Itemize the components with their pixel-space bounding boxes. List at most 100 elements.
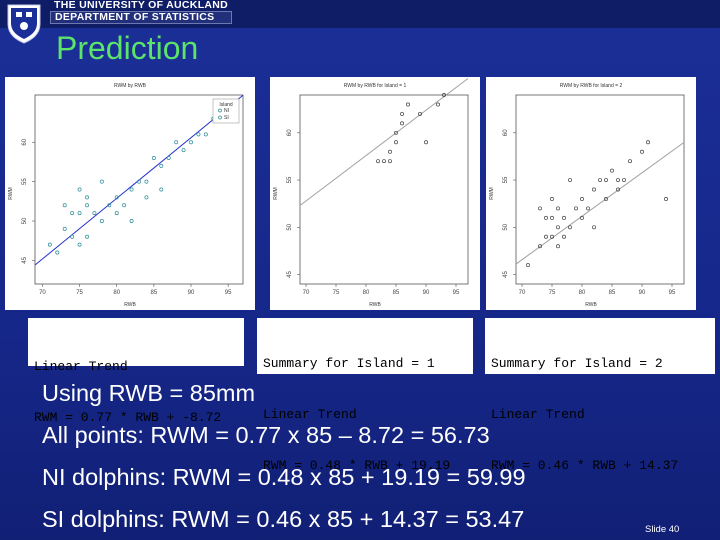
- plot-2-point: [550, 215, 554, 220]
- plot-0-point: [85, 234, 89, 239]
- plot-0-point: [144, 179, 149, 184]
- plot-island-1: RWM by RWB for Island = 1 70 75 80 85 90 95 45 5…: [270, 77, 480, 310]
- plot-0-legend-marker: [218, 115, 222, 120]
- plot-0-point: [85, 203, 89, 208]
- plot-2-point: [550, 234, 554, 239]
- plot-1-svg: RWM by RWB for Island = 1 70 75 80 85 90 95 45 5…: [273, 78, 469, 308]
- equation-all-line1: Linear Trend: [34, 359, 128, 374]
- plot-0-point: [47, 242, 52, 247]
- plot-2-point: [604, 196, 608, 201]
- plot-1-point: [442, 93, 446, 97]
- university-name: THE UNIVERSITY OF AUCKLAND: [50, 0, 233, 11]
- plot-1-point: [418, 111, 422, 116]
- plot-0-xtick-label: 85: [151, 290, 158, 296]
- plot-0-point: [77, 187, 82, 192]
- plot-2-point: [556, 244, 560, 249]
- plot-2-svg: RWM by RWB for Island = 2 70 75 80 85 90 95 45 5…: [489, 83, 685, 308]
- plot-0-point: [129, 187, 134, 192]
- plot-0-point: [62, 226, 67, 231]
- plot-0-point: [99, 219, 104, 223]
- plot-0-point: [55, 250, 60, 255]
- plot-1-point: [382, 159, 386, 164]
- plot-1-xtick-label: 70: [303, 290, 310, 296]
- plot-2-ylabel: RWM: [489, 187, 495, 199]
- plot-0-xtick-label: 80: [113, 290, 120, 296]
- plot-0-point: [203, 132, 208, 137]
- plot-2-point: [538, 206, 542, 211]
- plot-0-xlabel: RWB: [124, 302, 136, 308]
- university-wordmark: THE UNIVERSITY OF AUCKLAND DEPARTMENT OF…: [50, 0, 233, 24]
- plot-0-xtick-label: 70: [39, 290, 46, 296]
- equation-island-2-line1: Summary for Island = 2: [491, 356, 663, 371]
- equation-island-1: Summary for Island = 1 Linear Trend RWM …: [257, 318, 473, 473]
- plot-1-point: [394, 130, 398, 135]
- plot-0-point: [70, 211, 75, 216]
- plot-1-ytick-label: 50: [287, 223, 293, 230]
- plot-1-xtick-label: 80: [363, 290, 370, 296]
- plot-2-point: [598, 178, 602, 183]
- plot-0-point: [159, 187, 164, 192]
- plot-0-legend-item: NI: [224, 108, 229, 114]
- department-name: DEPARTMENT OF STATISTICS: [50, 11, 233, 24]
- plot-2-point: [562, 234, 566, 239]
- plot-2-xlabel: RWB: [585, 302, 597, 308]
- plot-0-frame: [34, 94, 244, 285]
- plot-2-point: [556, 225, 560, 230]
- plot-2-point: [646, 140, 650, 145]
- equation-all-line2: RWM = 0.77 * RWB + -8.72: [34, 410, 222, 425]
- plot-1-ytick-label: 55: [287, 176, 293, 183]
- plot-2-point: [592, 187, 596, 192]
- equation-island-2-line3: RWM = 0.46 * RWB + 14.37: [491, 458, 679, 473]
- plot-2-xtick-label: 70: [519, 290, 526, 296]
- plot-1-point: [424, 140, 428, 145]
- plot-0-point: [92, 211, 97, 216]
- plot-0-point: [189, 140, 193, 145]
- plot-2-point: [592, 225, 596, 230]
- plot-2-ytick-label: 45: [503, 271, 509, 278]
- plot-2-point: [664, 196, 668, 201]
- equation-all: Linear Trend RWM = 0.77 * RWB + -8.72: [28, 318, 244, 425]
- plot-1-point: [400, 111, 404, 116]
- plot-0-point: [114, 211, 119, 216]
- plot-0-xtick-label: 90: [188, 290, 195, 296]
- plot-0-point: [196, 132, 201, 137]
- plot-0-legend-title: Island: [219, 102, 233, 108]
- plot-1-xtick-label: 85: [393, 290, 400, 296]
- plot-0-point: [77, 242, 82, 247]
- equation-island-1-line1: Summary for Island = 1: [263, 356, 435, 371]
- plot-2-point: [556, 206, 560, 211]
- plot-0-xtick-label: 75: [76, 290, 83, 296]
- plot-2-xtick-label: 85: [609, 290, 616, 296]
- body-line-3: NI dolphins: RWM = 0.48 x 85 + 19.19 = 5…: [42, 464, 526, 490]
- plot-2-point: [538, 244, 542, 249]
- slide-title: Prediction: [56, 30, 199, 66]
- plot-2-trend-line: [515, 141, 685, 265]
- plot-2-point: [580, 196, 584, 201]
- plot-0-ylabel: RWM: [8, 187, 14, 199]
- plot-2-xtick-label: 90: [639, 290, 646, 296]
- plot-1-point: [388, 159, 392, 164]
- plot-1-xtick-label: 90: [423, 290, 430, 296]
- plot-0-point: [137, 179, 141, 184]
- plot-0-point: [99, 179, 104, 184]
- plot-2-point: [568, 225, 572, 230]
- plot-1-xlabel: RWB: [369, 302, 381, 308]
- plot-1-frame: [299, 94, 469, 285]
- plot-1-point: [400, 121, 404, 126]
- plot-2-point: [574, 206, 578, 211]
- plot-0-point: [70, 234, 75, 239]
- plot-0-legend-marker: [218, 108, 222, 113]
- plot-0-point: [62, 203, 67, 208]
- plot-1-point: [388, 149, 392, 154]
- plot-0-point: [151, 156, 156, 160]
- plot-2-xtick-label: 95: [669, 290, 676, 296]
- plot-1-point: [376, 159, 380, 164]
- plot-2-xtick-label: 75: [549, 290, 556, 296]
- plot-2-point: [604, 178, 608, 183]
- plot-1-ytick-label: 60: [287, 129, 293, 136]
- plot-2-ytick-label: 55: [503, 176, 509, 183]
- plot-2-point: [568, 178, 572, 183]
- plot-0-point: [166, 156, 171, 160]
- plot-0-legend-item: SI: [224, 115, 229, 121]
- plot-0-ytick-label: 45: [22, 256, 28, 263]
